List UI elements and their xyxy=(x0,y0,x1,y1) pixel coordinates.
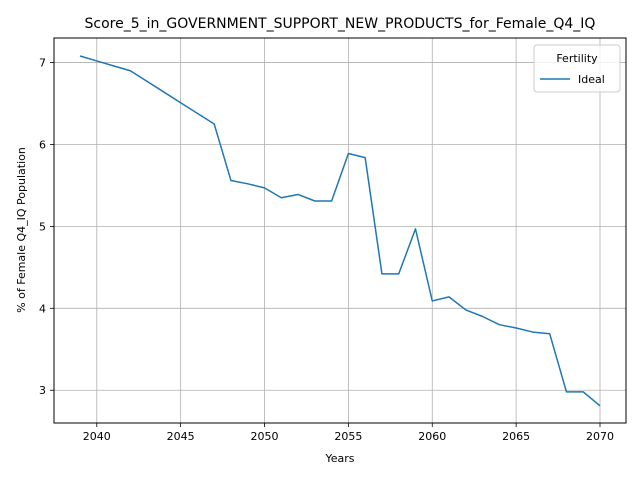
chart-title: Score_5_in_GOVERNMENT_SUPPORT_NEW_PRODUC… xyxy=(85,16,596,32)
x-tick-label: 2050 xyxy=(251,430,279,443)
y-tick-label: 4 xyxy=(39,302,46,315)
y-tick-label: 3 xyxy=(39,384,46,397)
series-line-ideal xyxy=(79,55,601,407)
x-tick-label: 2070 xyxy=(586,430,614,443)
y-tick-label: 5 xyxy=(39,220,46,233)
series-layer xyxy=(79,55,601,407)
y-tick-label: 6 xyxy=(39,138,46,151)
y-tick-label: 7 xyxy=(39,57,46,70)
x-tick-label: 2060 xyxy=(418,430,446,443)
legend-title: Fertility xyxy=(556,52,598,65)
plot-frame xyxy=(53,37,627,424)
axis-ticks: 2040 2045 2050 2055 2060 2065 2070 3 4 5 6 7 xyxy=(39,57,614,443)
grid xyxy=(54,38,626,423)
x-tick-label: 2065 xyxy=(502,430,530,443)
x-axis-label: Years xyxy=(324,452,354,465)
x-tick-label: 2045 xyxy=(167,430,195,443)
legend: Fertility Ideal xyxy=(533,44,621,93)
x-tick-label: 2040 xyxy=(83,430,111,443)
legend-label-ideal: Ideal xyxy=(578,73,605,86)
legend-box xyxy=(533,44,621,93)
y-axis-label: % of Female Q4_IQ Population xyxy=(15,147,28,313)
x-tick-label: 2055 xyxy=(334,430,362,443)
